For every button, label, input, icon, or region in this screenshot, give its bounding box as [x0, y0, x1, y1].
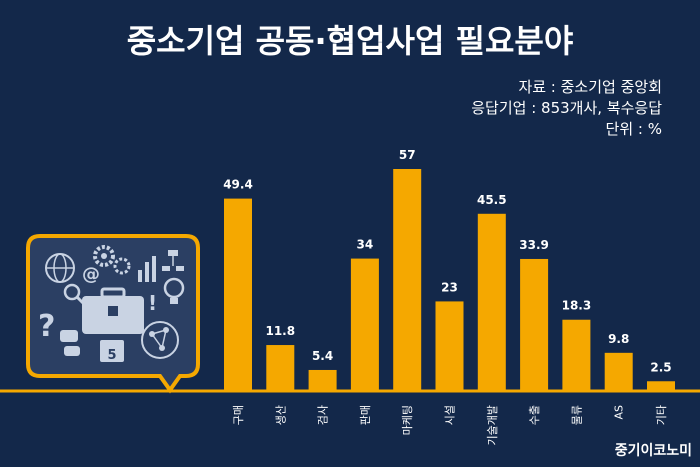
bar-series: 49.4 구매 11.8 생산 5.4 검사 34 판매 57 마케팅 23 시설 45.5 기술개발 33…	[223, 148, 675, 445]
calendar-icon: 5	[100, 340, 124, 363]
bar-판매	[350, 258, 379, 391]
category-label-시설: 시설	[444, 405, 457, 425]
value-label-기타: 2.5	[650, 360, 671, 374]
bar-마케팅	[393, 169, 422, 391]
bar-기술개발	[477, 213, 506, 391]
at-sign-icon: @	[82, 264, 100, 285]
source-note: 자료 : 중소기업 중앙회	[518, 78, 662, 96]
bar-물류	[562, 319, 591, 391]
category-label-수출: 수출	[528, 405, 541, 425]
brand-watermark: 중기이코노미	[615, 442, 692, 459]
bar-시설	[435, 301, 464, 391]
value-label-수출: 33.9	[519, 238, 549, 252]
category-label-기술개발: 기술개발	[486, 405, 499, 445]
value-label-판매: 34	[357, 238, 374, 252]
category-label-기타: 기타	[655, 405, 668, 425]
chat-bubbles-icon	[60, 330, 80, 356]
category-label-판매: 판매	[359, 405, 372, 425]
category-label-마케팅: 마케팅	[401, 405, 414, 435]
bar-graph-icon	[138, 256, 156, 282]
unit-note: 단위 : %	[606, 120, 662, 138]
value-label-물류: 18.3	[562, 299, 592, 313]
bar-기타	[647, 381, 675, 391]
exclamation-icon: !	[148, 291, 157, 315]
briefcase-icon	[82, 287, 144, 334]
value-label-시설: 23	[441, 280, 458, 294]
bar-AS	[604, 352, 633, 391]
bar-생산	[266, 345, 295, 391]
respondents-note: 응답기업 : 853개사, 복수응답	[471, 99, 662, 117]
chart-title: 중소기업 공동·협업사업 필요분야	[127, 22, 574, 60]
category-label-물류: 물류	[570, 405, 583, 425]
globe-icon	[45, 253, 75, 283]
category-label-검사: 검사	[317, 405, 330, 425]
bar-검사	[308, 369, 337, 391]
svg-text:5: 5	[107, 348, 116, 363]
value-label-AS: 9.8	[608, 332, 629, 346]
category-label-AS: AS	[613, 405, 626, 420]
question-mark-icon: ?	[38, 309, 55, 344]
value-label-마케팅: 57	[399, 148, 416, 162]
business-icons-illustration: @	[26, 234, 200, 394]
org-chart-icon	[162, 250, 184, 271]
value-label-구매: 49.4	[223, 178, 253, 192]
value-label-기술개발: 45.5	[477, 193, 507, 207]
category-label-생산: 생산	[274, 405, 287, 425]
network-icon	[141, 321, 179, 359]
lightbulb-icon	[163, 277, 185, 304]
gears-icon	[93, 245, 131, 275]
value-label-검사: 5.4	[312, 349, 333, 363]
bar-수출	[520, 258, 549, 391]
value-label-생산: 11.8	[265, 324, 295, 338]
category-label-구매: 구매	[232, 405, 245, 425]
bar-구매	[224, 198, 252, 391]
